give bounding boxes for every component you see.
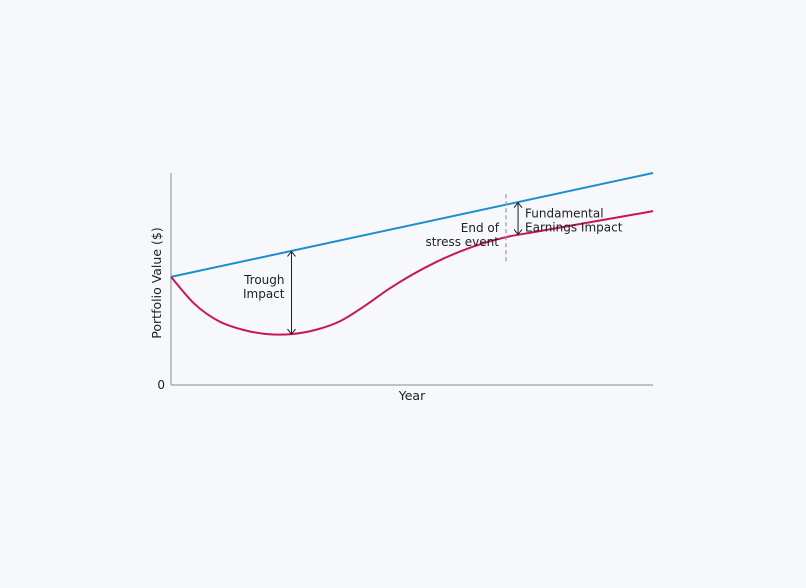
y-tick-label: 0 — [157, 378, 165, 392]
trough-arrowhead-top — [287, 250, 296, 257]
fundamental-label-line: Fundamental — [525, 207, 604, 221]
trough-label-line: Trough — [243, 273, 284, 287]
end_of_stress-label-line: End of — [461, 221, 500, 235]
x-axis-title: Year — [398, 388, 426, 403]
series-line-baseline — [170, 172, 654, 278]
trough-label-line: Impact — [243, 287, 285, 301]
y-axis-title: Portfolio Value ($) — [149, 227, 164, 338]
axes: 0 Year Portfolio Value ($) — [149, 173, 653, 403]
fundamental-label-line: Earnings Impact — [525, 221, 623, 235]
series-layer — [170, 172, 654, 336]
series-line-stressed — [170, 210, 654, 336]
end_of_stress-label-line: stress event — [425, 235, 499, 249]
trough-arrowhead-bottom — [287, 328, 296, 335]
fundamental-arrowhead-top — [513, 201, 523, 208]
fundamental-arrowhead-bottom — [513, 229, 523, 236]
